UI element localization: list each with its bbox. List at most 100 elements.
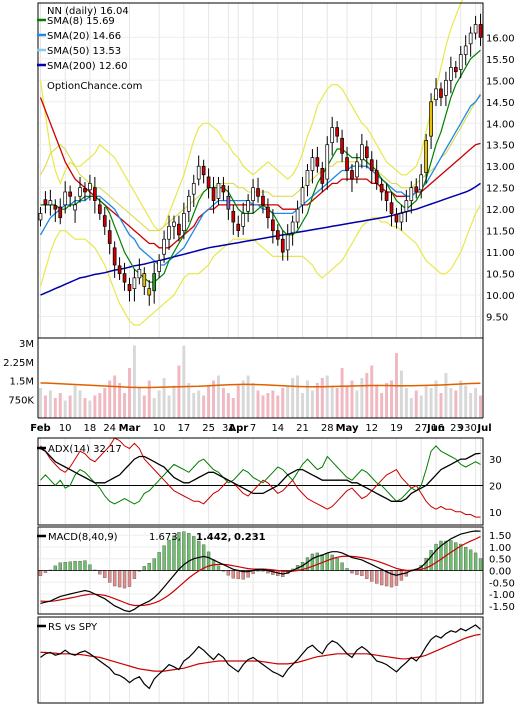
price-panel: 16.00 15.50 15.00 14.50 14.00 13.50 13.00 12.50…	[37, 0, 515, 339]
macd-histogram-bar	[399, 570, 404, 581]
volume-bar	[296, 375, 300, 418]
date-tick-label: 10	[153, 423, 166, 434]
candle-body	[325, 144, 330, 180]
candle-body	[330, 127, 335, 143]
candle-body	[295, 208, 300, 223]
macd-histogram-bar	[83, 560, 87, 571]
candle-body	[439, 88, 443, 98]
macd-histogram-bar	[325, 553, 329, 571]
volume-bar	[147, 380, 151, 418]
candle-body	[122, 273, 127, 283]
candle-body	[444, 79, 448, 96]
volume-bar	[345, 385, 349, 418]
date-tick-label: 10	[59, 423, 72, 434]
macd-histogram-bar	[231, 570, 235, 579]
volume-bar	[469, 393, 473, 418]
macd-tick-label: 0.00	[489, 567, 511, 578]
volume-tick-label: 750K	[8, 395, 34, 406]
macd-title: MACD(8,40,9)	[48, 532, 118, 543]
volume-bar	[444, 373, 448, 418]
candle-body	[404, 200, 409, 212]
adx-frame	[37, 437, 484, 526]
price-tick-label: 9.50	[486, 313, 508, 324]
macd-histogram-bar	[330, 554, 334, 571]
adx-tick-label: 10	[489, 508, 502, 519]
volume-bar	[454, 390, 458, 418]
volume-bar	[335, 388, 339, 418]
candle-body	[478, 24, 483, 38]
price-tick-label: 13.50	[486, 141, 515, 152]
volume-bar	[202, 395, 206, 418]
date-tick-label: Jun	[426, 423, 445, 434]
rs-line	[40, 624, 481, 690]
minus-di-line	[40, 437, 481, 518]
macd-histogram-bar	[73, 560, 77, 571]
price-tick-label: 13.00	[486, 162, 515, 173]
volume-bar	[409, 398, 413, 418]
volume-bar	[375, 385, 379, 418]
date-tick-label: Apr	[228, 423, 248, 434]
macd-histogram-bar	[78, 560, 82, 571]
volume-bar	[305, 380, 309, 418]
macd-histogram-bar	[459, 543, 463, 571]
volume-bar	[479, 395, 483, 418]
candle-body	[429, 101, 433, 137]
volume-bar	[281, 388, 285, 418]
volume-bar	[197, 390, 201, 418]
volume-bar	[474, 388, 478, 418]
macd-panel: 1.501.000.500.00-0.50-1.00-1.50 MACD(8,40…	[37, 526, 515, 615]
macd-histogram-bar	[157, 552, 161, 571]
candle-body	[221, 185, 226, 193]
volume-bar	[221, 388, 225, 418]
volume-bar	[360, 378, 364, 418]
date-tick-label: Feb	[30, 423, 50, 434]
candle-body	[389, 202, 394, 214]
macd-histogram-bar	[360, 570, 364, 576]
macd-histogram-bar	[375, 570, 379, 584]
band-mid-line	[40, 92, 481, 232]
volume-bar	[58, 393, 62, 418]
date-tick-label: 30	[464, 423, 477, 434]
macd-histogram-bar	[112, 570, 117, 587]
volume-bar	[449, 388, 453, 418]
volume-tick-label: 3M	[19, 339, 34, 350]
macd-histogram-bar	[127, 570, 132, 587]
candle-body	[58, 206, 63, 219]
volume-bar	[83, 398, 87, 418]
volume-bar	[340, 368, 344, 418]
volume-bar	[93, 395, 97, 418]
macd-histogram-bar	[63, 562, 67, 571]
candle-body	[345, 157, 349, 171]
candle-body	[206, 176, 211, 189]
volume-bar	[38, 388, 42, 418]
volume-bar	[464, 385, 468, 418]
candle-body	[379, 183, 384, 193]
macd-histogram-bar	[58, 562, 62, 571]
volume-bar	[330, 385, 334, 418]
volume-bar	[320, 378, 324, 418]
rs-title: RS vs SPY	[48, 622, 98, 633]
adx-tick-label: 20	[489, 481, 502, 492]
date-tick-label: 7	[250, 423, 256, 434]
date-tick-label: May	[336, 423, 359, 434]
volume-bar	[315, 383, 319, 418]
candle-body	[117, 265, 122, 274]
volume-tick-label: 2.25M	[3, 358, 34, 369]
candle-body	[177, 223, 181, 236]
candle-body	[147, 288, 152, 296]
candle-body	[73, 204, 77, 211]
candle-body	[241, 213, 246, 227]
volume-bar	[48, 390, 52, 418]
candle-body	[280, 238, 285, 253]
date-tick-label: 16	[431, 423, 444, 434]
price-tick-label: 12.50	[486, 184, 515, 195]
candle-body	[315, 157, 320, 167]
price-tick-label: 14.00	[486, 119, 515, 130]
rs-average-line	[40, 633, 481, 672]
volume-bar	[192, 393, 196, 418]
candle-body	[236, 223, 241, 231]
candle-body	[384, 191, 389, 201]
date-tick-label: 25	[202, 423, 215, 434]
volume-bar	[365, 373, 369, 418]
